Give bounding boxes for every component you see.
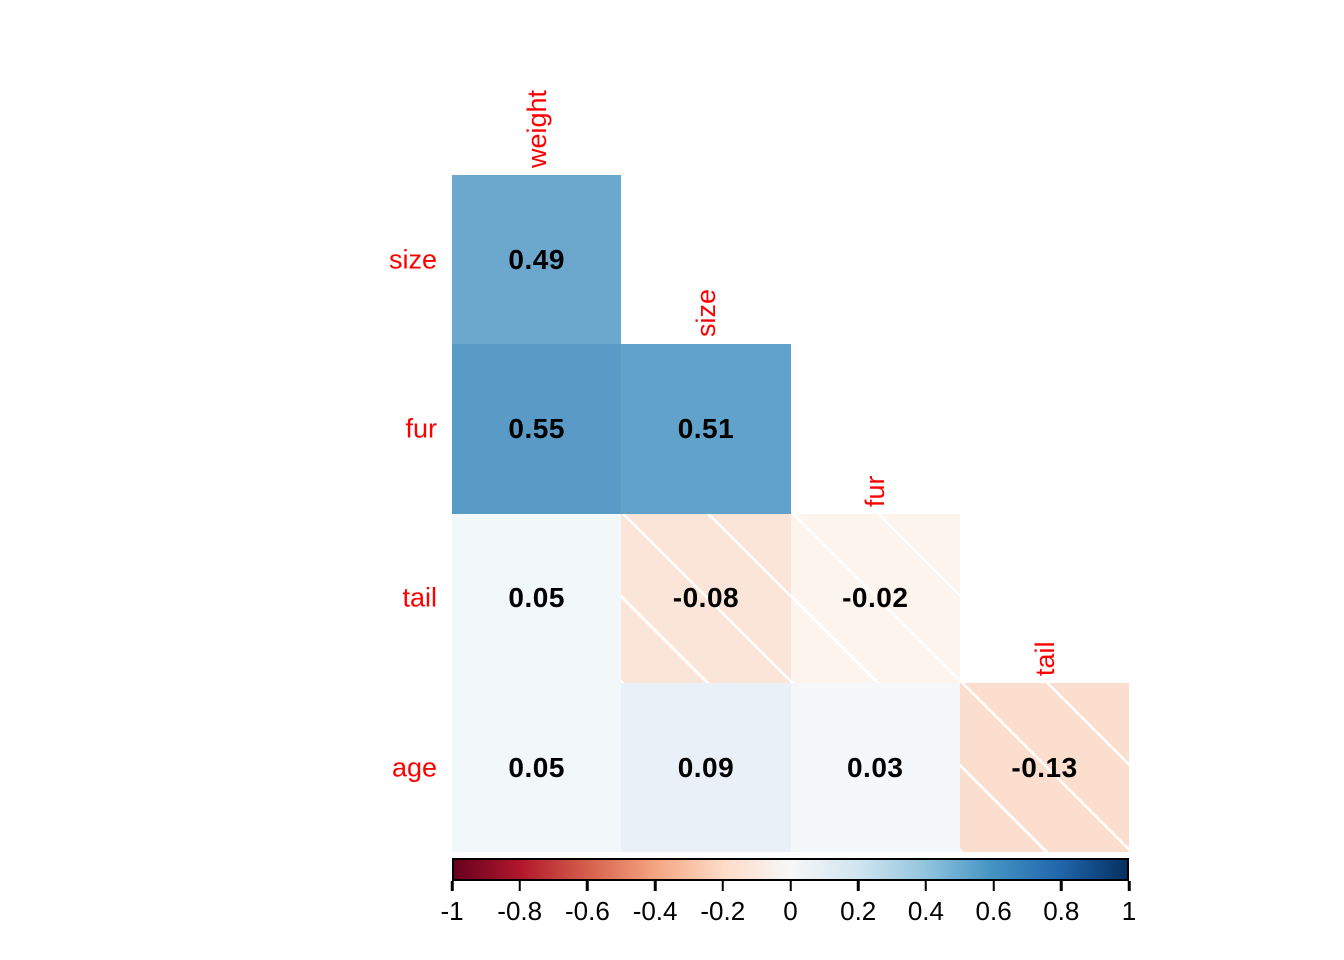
colorbar-tick-label: 0.6 [975, 896, 1012, 926]
matrix-cell-size-weight: 0.49 [452, 175, 622, 345]
cell-value: 0.09 [677, 751, 735, 783]
colorbar-tick [586, 881, 589, 891]
matrix-cell-age-fur: 0.03 [790, 682, 960, 853]
cell-value: 0.55 [508, 412, 565, 444]
matrix-cell-age-size: 0.09 [621, 682, 791, 853]
matrix-cell-tail-weight: 0.05 [452, 513, 622, 683]
col-label-tail: tail [1029, 641, 1060, 676]
matrix-cell-tail-fur: -0.02 [790, 513, 960, 683]
row-label-tail: tail [402, 582, 437, 613]
colorbar-tick [518, 881, 521, 891]
cell-value: 0.05 [508, 582, 565, 614]
cell-value: 0.51 [677, 412, 735, 444]
colorbar-tick-label: -0.6 [564, 896, 610, 926]
colorbar-tick-label: 0.8 [1043, 896, 1080, 926]
colorbar-tick [450, 881, 454, 891]
colorbar-tick-label: -0.2 [700, 896, 746, 926]
matrix-cell-age-weight: 0.05 [452, 682, 622, 853]
colorbar-gradient [452, 858, 1129, 881]
cell-value: 0.03 [846, 751, 904, 783]
colorbar-tick-label: 0 [783, 896, 798, 926]
colorbar-tick [1060, 881, 1063, 891]
col-label-size: size [690, 289, 721, 338]
colorbar-tick [721, 881, 725, 891]
colorbar-tick-label: -0.4 [632, 896, 678, 926]
colorbar-tick-label: -1 [440, 896, 464, 926]
row-label-size: size [388, 244, 437, 275]
colorbar-tick [653, 881, 657, 891]
matrix-cell-fur-size: 0.51 [621, 344, 791, 514]
colorbar-tick [789, 881, 792, 891]
matrix-cell-fur-weight: 0.55 [452, 344, 622, 514]
row-label-fur: fur [405, 413, 437, 444]
colorbar-tick [1127, 881, 1131, 891]
cell-value: -0.08 [672, 582, 740, 614]
col-label-fur: fur [860, 475, 891, 507]
colorbar-tick [856, 881, 860, 891]
cell-value: 0.49 [508, 243, 565, 275]
cell-value: -0.02 [842, 582, 909, 614]
colorbar-tick [992, 881, 995, 891]
cell-value: 0.05 [508, 751, 565, 783]
colorbar-tick-label: 0.4 [907, 896, 944, 926]
colorbar-tick-label: -0.8 [497, 896, 543, 926]
colorbar-tick-label: 1 [1121, 896, 1137, 926]
col-label-weight: weight [521, 89, 552, 168]
row-label-age: age [391, 752, 437, 783]
colorbar-tick-label: 0.2 [840, 896, 877, 926]
matrix-cell-age-tail: -0.13 [959, 682, 1130, 853]
colorbar-tick [924, 881, 928, 891]
matrix-cell-tail-size: -0.08 [621, 513, 791, 683]
cell-value: -0.13 [1011, 751, 1078, 783]
